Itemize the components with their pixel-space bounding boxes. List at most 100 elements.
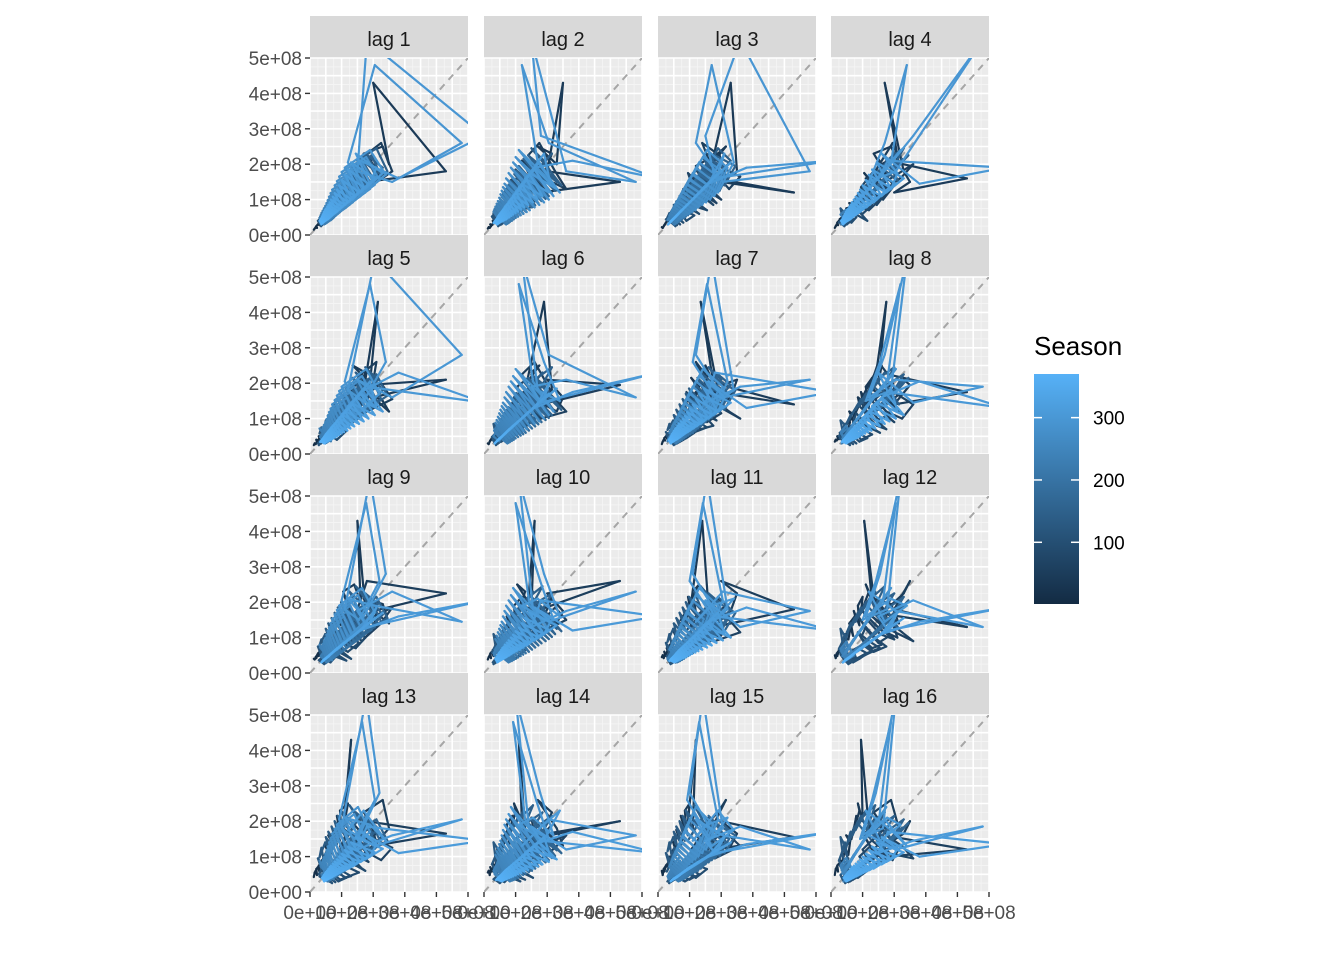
lag-segment bbox=[504, 205, 513, 217]
lag-segment bbox=[900, 403, 915, 420]
lag-segment bbox=[748, 58, 811, 173]
lag-segment bbox=[343, 496, 368, 611]
lag-segment bbox=[675, 652, 683, 660]
lag-segment bbox=[880, 396, 899, 413]
lag-segment bbox=[517, 399, 536, 425]
lag-segment bbox=[375, 147, 389, 173]
facet-strip bbox=[310, 235, 468, 277]
lag-segment bbox=[501, 401, 520, 420]
lag-segment bbox=[716, 389, 735, 402]
lag-segment bbox=[498, 650, 509, 658]
lag-segment bbox=[702, 387, 732, 404]
lag-segment bbox=[684, 643, 694, 656]
lag-segment bbox=[503, 396, 523, 417]
lag-segment bbox=[682, 645, 691, 657]
lag-segment bbox=[539, 410, 568, 420]
lag-segment bbox=[745, 160, 816, 169]
lag-segment bbox=[397, 371, 468, 399]
lag-segment bbox=[861, 579, 878, 622]
lag-segment bbox=[495, 418, 507, 432]
lag-segment bbox=[534, 58, 568, 173]
lag-segment bbox=[498, 412, 511, 428]
lag-segment bbox=[894, 378, 984, 388]
lag-segment bbox=[691, 173, 720, 194]
lag-segment bbox=[889, 611, 899, 627]
lag-segment bbox=[528, 173, 544, 198]
lag-segment bbox=[880, 152, 921, 185]
lag-segment bbox=[553, 398, 568, 413]
lag-segment bbox=[368, 283, 387, 364]
lag-segment bbox=[854, 195, 870, 206]
lag-segment bbox=[327, 626, 338, 650]
lag-segment bbox=[336, 420, 346, 434]
lag-segment bbox=[331, 618, 343, 645]
lag-segment bbox=[505, 641, 520, 651]
lag-segment bbox=[520, 360, 536, 376]
lag-segment bbox=[375, 373, 389, 397]
lag-segment bbox=[867, 353, 886, 399]
lag-segment bbox=[850, 216, 858, 224]
lag-segment bbox=[512, 195, 523, 211]
lag-segment bbox=[372, 81, 391, 166]
lag-segment bbox=[321, 642, 329, 658]
facet-strip-label: lag 2 bbox=[541, 29, 584, 51]
lag-segment bbox=[692, 636, 704, 651]
panel-lag-9: lag 9 bbox=[309, 454, 469, 674]
lag-segment bbox=[341, 414, 352, 430]
lag-segment bbox=[499, 408, 514, 425]
lag-segment bbox=[356, 170, 394, 183]
panel-lag-7: lag 7 bbox=[657, 235, 817, 455]
lag-segment bbox=[858, 210, 869, 222]
lag-segment bbox=[875, 638, 888, 648]
panel-lag-3: lag 3 bbox=[657, 16, 817, 236]
lag-segment bbox=[338, 604, 353, 636]
lag-segment bbox=[370, 599, 383, 623]
lag-segment bbox=[707, 166, 748, 185]
lag-segment bbox=[494, 657, 501, 663]
lag-segment bbox=[839, 627, 848, 640]
facet-strip-label: lag 10 bbox=[536, 467, 591, 489]
lag-segment bbox=[685, 611, 712, 632]
lag-segment bbox=[893, 579, 912, 611]
facet-panels: lag 1 lag 2 lag 3 lag 4 lag 5 lag 6 lag 7 lag 8… bbox=[309, 16, 990, 893]
lag-segment bbox=[350, 161, 376, 180]
lag-segment bbox=[872, 407, 886, 425]
lag-series-lag-2 bbox=[486, 58, 642, 230]
lag-segment bbox=[867, 173, 891, 189]
lag-segment bbox=[678, 648, 687, 659]
lag-segment bbox=[500, 210, 508, 221]
lag-segment bbox=[565, 378, 637, 399]
lag-segment bbox=[688, 579, 716, 622]
lag-segment bbox=[517, 148, 546, 176]
lag-segment bbox=[331, 195, 346, 206]
lag-segment bbox=[739, 609, 811, 629]
lag-segment bbox=[859, 420, 870, 434]
lag-segment bbox=[497, 652, 508, 659]
lag-segment bbox=[708, 496, 729, 611]
lag-segment bbox=[510, 198, 520, 213]
lag-segment bbox=[850, 429, 858, 440]
lag-series-lag-7 bbox=[660, 277, 816, 447]
lag-segment bbox=[690, 519, 704, 604]
lag-segment bbox=[322, 210, 332, 218]
lag-segment bbox=[354, 152, 384, 175]
lag-segment bbox=[850, 201, 864, 210]
panel-lag-12: lag 12 bbox=[830, 454, 990, 674]
lag-segment bbox=[877, 371, 915, 404]
lag-segment bbox=[514, 403, 531, 428]
lag-segment bbox=[701, 502, 724, 602]
facet-strip-label: lag 11 bbox=[710, 467, 763, 489]
lag-segment bbox=[365, 385, 468, 402]
lag-segment bbox=[839, 640, 848, 651]
lag-segment bbox=[520, 597, 539, 607]
lag-segment bbox=[912, 385, 984, 404]
lag-segment bbox=[505, 391, 526, 413]
lag-segment bbox=[707, 152, 728, 169]
lag-segment bbox=[320, 645, 327, 659]
lag-segment bbox=[525, 277, 550, 356]
lag-segment bbox=[334, 422, 343, 435]
lag-segment bbox=[710, 63, 735, 164]
lag-segment bbox=[727, 175, 742, 191]
lag-segment bbox=[877, 134, 915, 180]
facet-strip-label: lag 9 bbox=[367, 467, 410, 489]
